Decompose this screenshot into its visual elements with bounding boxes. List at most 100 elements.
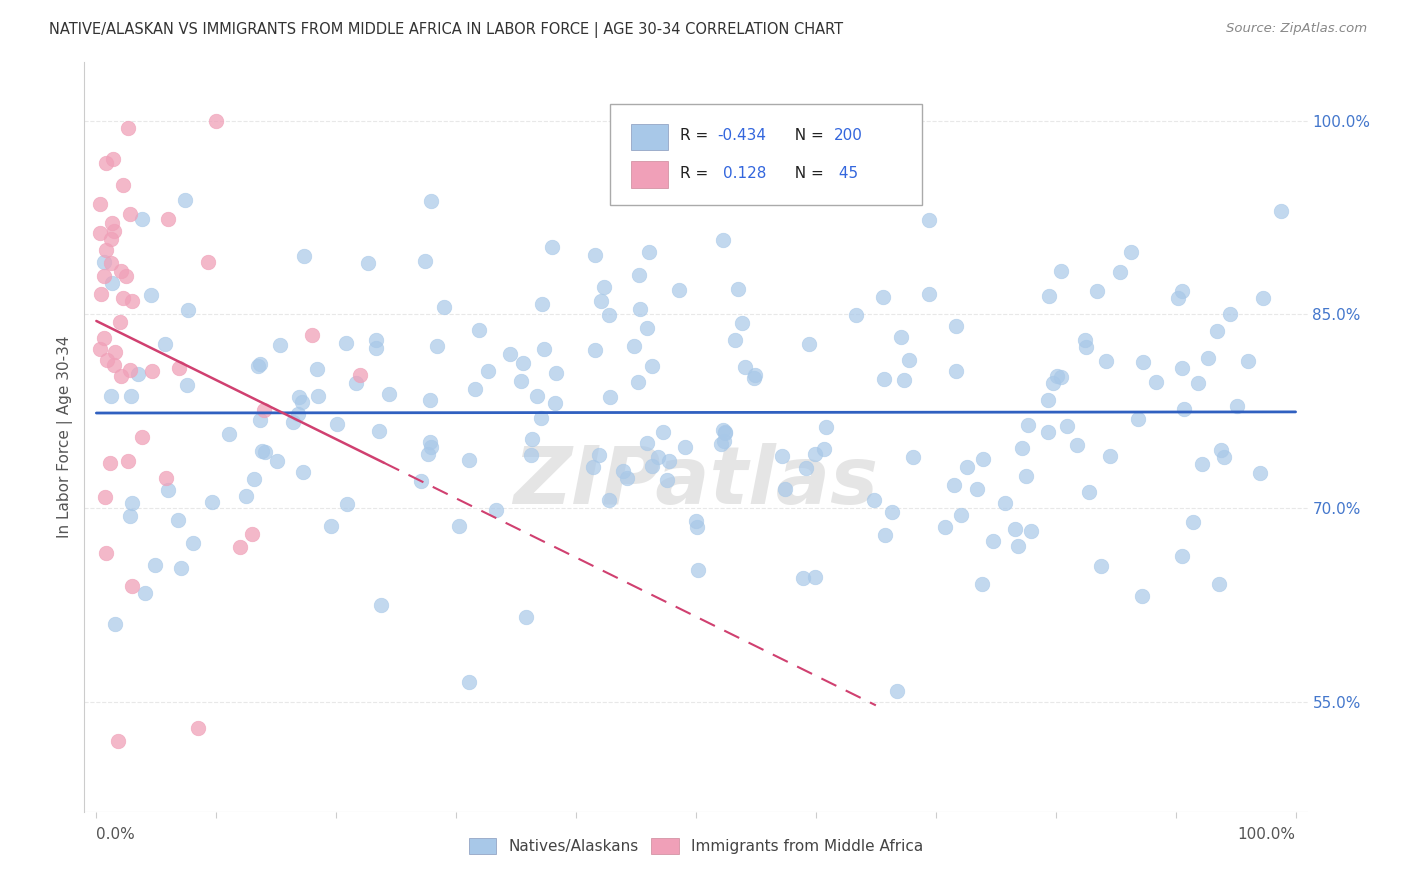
Point (101, 153, 124, 167)
Point (177, 302, 200, 317)
Point (117, 454, 139, 468)
Point (1015, 469, 1038, 483)
Text: NATIVE/ALASKAN VS IMMIGRANTS FROM MIDDLE AFRICA IN LABOR FORCE | AGE 30-34 CORRE: NATIVE/ALASKAN VS IMMIGRANTS FROM MIDDLE… (49, 22, 844, 38)
Point (108, 315, 131, 329)
Point (141, 364, 163, 378)
Point (336, 497, 359, 511)
Point (966, 483, 988, 497)
Point (364, 341, 387, 355)
Text: -0.434: -0.434 (717, 128, 766, 144)
Point (269, 338, 291, 352)
Point (636, 321, 658, 335)
Point (591, 293, 613, 308)
Point (1237, 354, 1260, 368)
Point (873, 528, 896, 542)
Point (155, 337, 177, 351)
Point (167, 513, 190, 527)
Point (349, 368, 371, 382)
Point (627, 375, 650, 389)
Point (1270, 203, 1292, 218)
Point (530, 410, 553, 425)
Point (945, 363, 967, 377)
Point (457, 452, 479, 467)
Point (1171, 549, 1194, 563)
Point (1050, 370, 1073, 384)
Point (243, 472, 266, 486)
Point (981, 534, 1004, 549)
Point (1226, 400, 1249, 414)
Point (727, 282, 749, 296)
Point (1128, 412, 1150, 426)
Point (291, 394, 314, 409)
Point (367, 425, 389, 439)
Point (101, 216, 124, 230)
Point (612, 464, 634, 478)
Point (934, 520, 956, 534)
Point (301, 328, 323, 343)
Point (599, 391, 621, 405)
Text: N =: N = (786, 128, 830, 144)
Point (89, 343, 111, 357)
Point (583, 248, 606, 262)
Point (104, 617, 127, 632)
FancyBboxPatch shape (610, 103, 922, 205)
Point (628, 268, 651, 283)
Point (652, 425, 675, 440)
Point (167, 360, 190, 375)
Text: 0.128: 0.128 (723, 166, 766, 181)
Point (100, 389, 122, 403)
Text: 200: 200 (834, 128, 863, 144)
Point (582, 460, 605, 475)
Point (218, 426, 240, 441)
Point (1187, 376, 1209, 391)
Point (157, 212, 180, 227)
Point (742, 371, 765, 385)
Point (897, 352, 920, 367)
Point (250, 443, 273, 458)
Point (103, 358, 125, 372)
Point (98, 456, 121, 470)
Point (598, 308, 620, 322)
Text: R =: R = (681, 128, 713, 144)
Point (1019, 524, 1042, 538)
Point (155, 471, 177, 485)
Point (673, 441, 696, 455)
Point (1170, 284, 1192, 298)
Point (956, 460, 979, 475)
Point (110, 264, 132, 278)
Point (433, 300, 456, 314)
Point (918, 213, 941, 227)
Point (1042, 376, 1064, 390)
Point (115, 268, 138, 283)
Y-axis label: In Labor Force | Age 30-34: In Labor Force | Age 30-34 (58, 335, 73, 539)
Bar (631, 161, 668, 187)
Point (710, 437, 733, 451)
Point (744, 368, 766, 382)
Point (628, 301, 651, 316)
Point (515, 609, 537, 624)
Point (96, 155, 118, 169)
Point (416, 447, 439, 461)
Point (292, 466, 315, 480)
Point (794, 461, 817, 475)
Point (94, 243, 117, 257)
Point (546, 366, 568, 380)
Point (531, 297, 554, 311)
Point (409, 474, 432, 488)
Point (103, 224, 125, 238)
Point (173, 193, 195, 207)
Point (512, 356, 534, 370)
Point (1213, 450, 1236, 464)
Point (583, 343, 606, 358)
Point (1036, 425, 1059, 439)
Point (647, 450, 669, 464)
Point (197, 255, 219, 269)
Point (90, 286, 112, 301)
Point (93, 331, 115, 345)
Point (326, 417, 349, 431)
Point (770, 449, 793, 463)
Point (636, 436, 658, 450)
Point (1074, 340, 1097, 354)
Point (118, 509, 141, 524)
Point (598, 493, 620, 508)
